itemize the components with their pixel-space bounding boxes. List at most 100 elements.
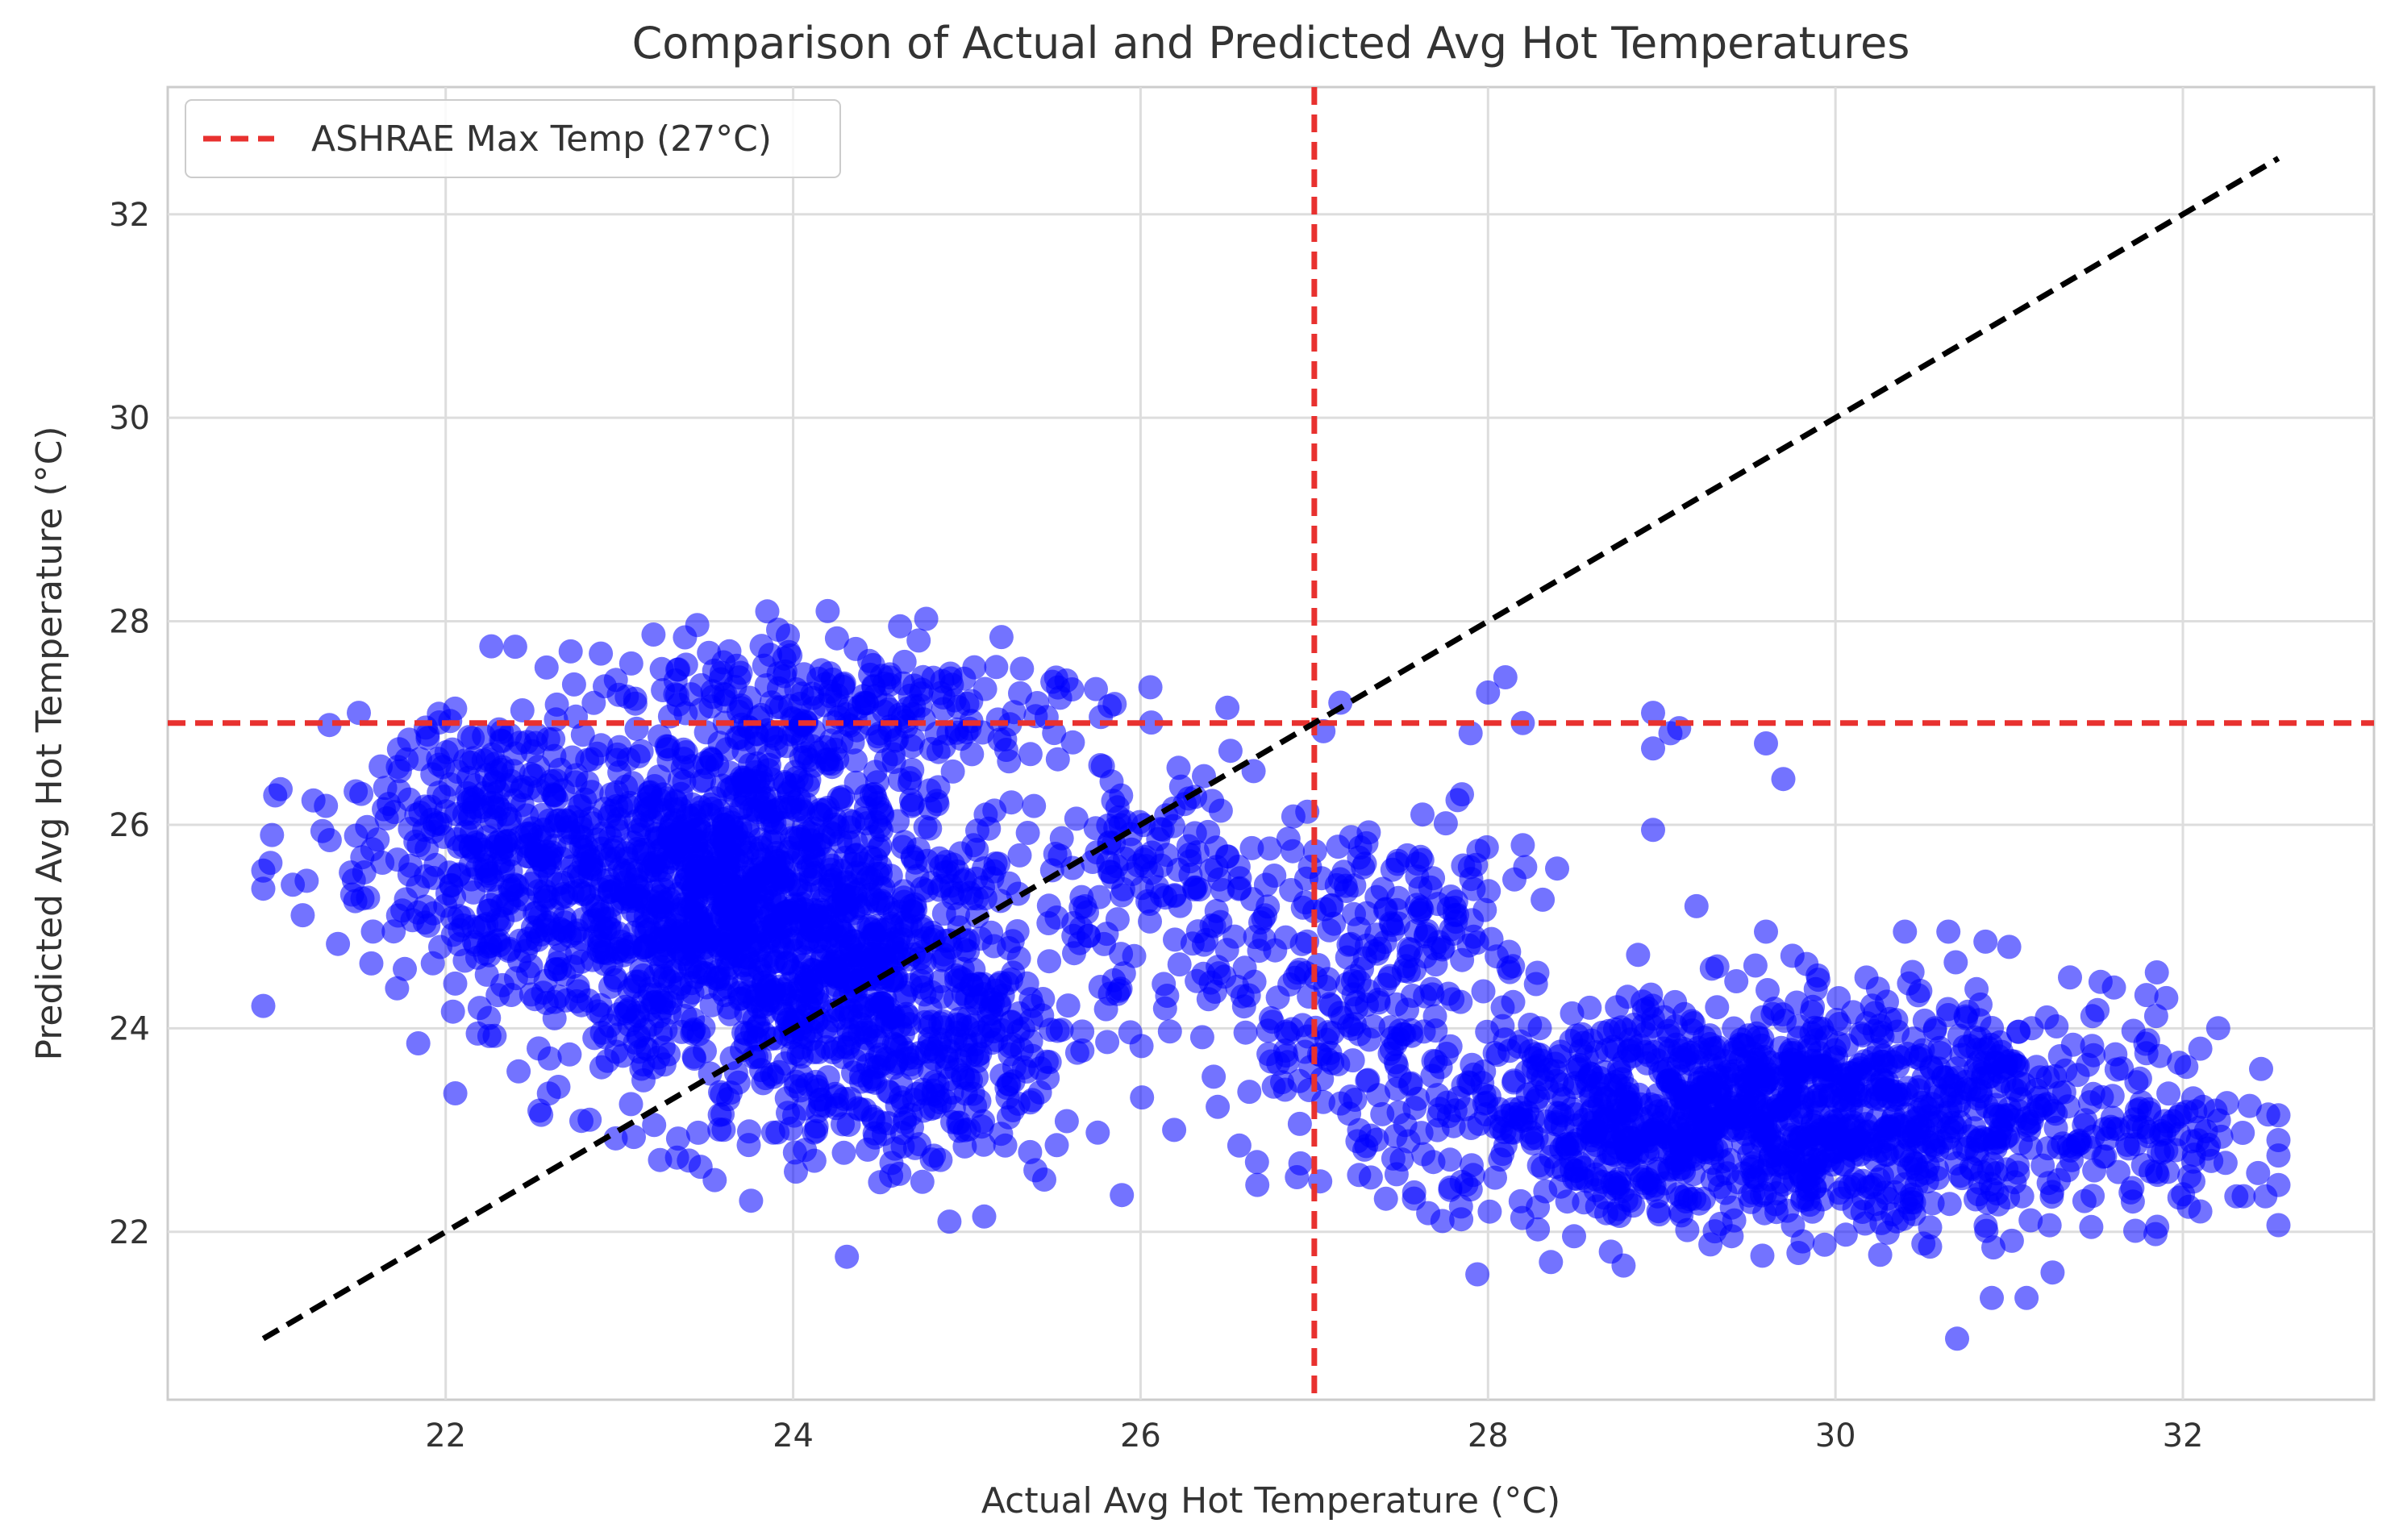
data-point-2130 <box>1070 1019 1095 1044</box>
data-point-3652 <box>1358 1165 1383 1190</box>
data-point-2206 <box>831 1140 856 1165</box>
data-point-3635 <box>1626 943 1651 968</box>
data-point-1319 <box>918 816 943 841</box>
data-point-1756 <box>673 625 698 650</box>
data-point-3718 <box>1547 1044 1572 1069</box>
data-point-2098 <box>969 1114 994 1139</box>
data-point-1270 <box>898 766 923 791</box>
data-point-592 <box>682 1047 707 1071</box>
data-point-3717 <box>1384 1162 1409 1187</box>
data-point-1836 <box>902 693 927 718</box>
data-point-1855 <box>931 697 956 722</box>
y-tick-label-26: 26 <box>109 807 150 844</box>
data-point-3333 <box>1943 950 1968 975</box>
data-point-3179 <box>1490 1142 1515 1167</box>
data-point-2218 <box>943 986 968 1011</box>
data-point-2052 <box>998 1034 1022 1059</box>
data-point-3964 <box>2266 1103 2291 1128</box>
data-point-3697 <box>1626 1082 1651 1107</box>
data-point-3042 <box>2101 975 2126 1000</box>
data-point-3845 <box>1578 1084 1603 1109</box>
data-point-3894 <box>1385 848 1410 873</box>
data-point-3983 <box>2055 1158 2080 1183</box>
data-point-2100 <box>569 1109 594 1134</box>
data-points <box>251 598 2291 1351</box>
data-point-2521 <box>1204 835 1229 860</box>
data-point-3844 <box>1666 1051 1691 1076</box>
data-point-1562 <box>403 829 428 854</box>
data-point-3952 <box>2167 1051 2192 1076</box>
data-point-3731 <box>1508 1096 1533 1120</box>
data-point-2370 <box>1139 840 1164 865</box>
data-point-2372 <box>1138 909 1162 934</box>
data-point-3792 <box>1564 1113 1589 1138</box>
data-point-2305 <box>1062 941 1086 966</box>
data-point-3414 <box>1370 1101 1395 1126</box>
data-point-4067 <box>972 1204 997 1229</box>
y-tick-label-30: 30 <box>109 400 150 437</box>
data-point-3855 <box>1948 1080 1972 1105</box>
data-point-1605 <box>397 727 422 752</box>
x-tick-label-26: 26 <box>1120 1417 1161 1455</box>
data-point-1953 <box>1157 1019 1182 1044</box>
data-point-1971 <box>1162 1118 1187 1143</box>
data-point-1629 <box>527 824 552 849</box>
data-point-1695 <box>843 770 868 795</box>
data-point-4035 <box>1641 701 1665 726</box>
data-point-2174 <box>1045 1018 1070 1043</box>
data-point-1551 <box>301 788 326 813</box>
data-point-3801 <box>1663 989 1688 1014</box>
data-point-2820 <box>1743 953 1768 978</box>
data-point-3241 <box>1647 1202 1672 1227</box>
data-point-2324 <box>1036 911 1061 935</box>
data-point-3828 <box>1910 1038 1935 1063</box>
data-point-4048 <box>347 701 371 726</box>
data-point-2227 <box>1027 1080 1052 1105</box>
data-point-1640 <box>447 862 472 887</box>
identity-line <box>261 156 2280 1342</box>
data-point-4053 <box>2144 960 2169 984</box>
data-point-1805 <box>801 696 826 721</box>
data-point-1770 <box>415 726 440 751</box>
data-point-3173 <box>1430 1209 1455 1234</box>
data-point-1634 <box>419 807 444 832</box>
data-point-4028 <box>2073 1108 2098 1133</box>
data-point-3848 <box>1811 1084 1836 1108</box>
data-point-3992 <box>2230 1121 2255 1145</box>
data-point-783 <box>1022 793 1047 818</box>
data-point-3135 <box>1812 1232 1837 1257</box>
data-point-3298 <box>1244 1150 1269 1175</box>
data-point-4040 <box>1771 767 1796 792</box>
data-point-1807 <box>1045 747 1070 772</box>
data-point-3665 <box>1880 1202 1905 1227</box>
data-point-2524 <box>1233 1020 1258 1045</box>
data-point-4026 <box>2018 1135 2043 1160</box>
data-point-1417 <box>573 844 598 869</box>
data-point-1436 <box>387 779 411 804</box>
data-point-3422 <box>1423 1018 1448 1043</box>
data-point-3306 <box>1925 1165 1950 1190</box>
data-point-1297 <box>510 698 535 722</box>
data-point-2228 <box>1064 1040 1089 1065</box>
y-tick-label-28: 28 <box>109 604 150 641</box>
data-point-3851 <box>1685 1139 1710 1163</box>
data-point-4016 <box>2197 1132 2222 1157</box>
data-point-2103 <box>910 1169 935 1194</box>
data-point-4039 <box>1754 731 1778 755</box>
data-point-307 <box>393 956 417 981</box>
data-point-3390 <box>1675 1217 1700 1242</box>
data-point-3758 <box>1506 1034 1531 1059</box>
data-point-116 <box>843 748 868 773</box>
data-point-1796 <box>825 747 850 772</box>
data-point-3843 <box>1964 1187 1988 1212</box>
data-point-1251 <box>499 983 523 1007</box>
data-point-3489 <box>1973 1213 1998 1238</box>
data-point-3782 <box>1871 1043 1896 1068</box>
data-point-3624 <box>1470 1071 1495 1096</box>
data-point-4047 <box>294 868 319 893</box>
data-point-1676 <box>989 625 1014 650</box>
data-point-1844 <box>648 724 672 749</box>
data-point-2353 <box>1075 900 1099 925</box>
data-point-4064 <box>2058 965 2082 990</box>
data-point-2622 <box>2080 1004 2105 1029</box>
